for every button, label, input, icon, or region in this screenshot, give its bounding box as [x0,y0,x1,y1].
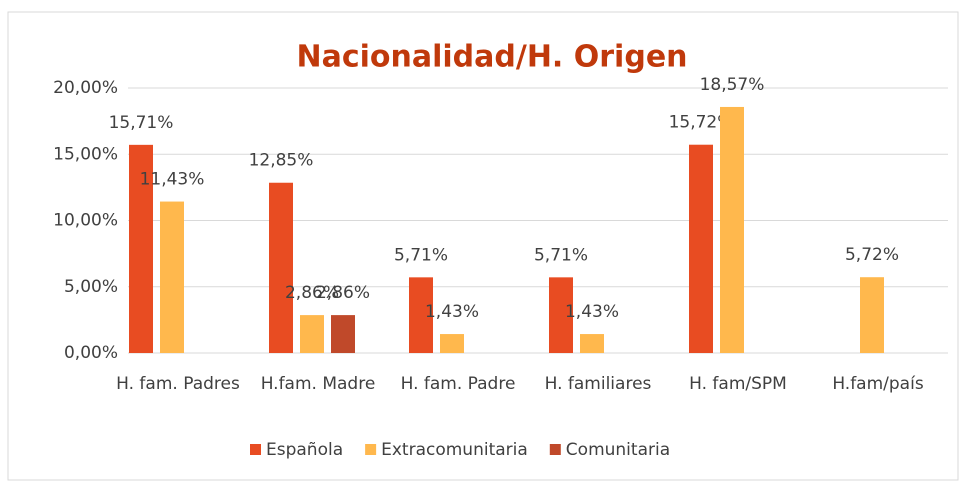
data-label: 2,86% [285,283,339,303]
x-tick-label: H. familiares [544,374,652,394]
legend-label: Extracomunitaria [381,440,528,460]
x-tick-label: H.fam/país [832,374,924,394]
legend-swatch [250,444,261,455]
bar [160,201,184,353]
legend-swatch [365,444,377,455]
x-tick-label: H. fam/SPM [689,374,787,394]
data-label: 15,71% [109,113,174,133]
data-label: 5,71% [534,245,588,265]
bar [269,182,293,353]
chart-title: Nacionalidad/H. Origen [296,40,687,75]
chart-border [7,11,959,481]
data-label: 12,85% [249,151,314,171]
bar [580,334,604,353]
bar [409,277,433,353]
data-label: 11,43% [140,170,205,190]
bar [129,144,153,353]
bar [440,334,464,353]
data-label: 15,72% [669,113,734,133]
y-tick-label: 0,00% [64,343,118,363]
data-label: 1,43% [565,302,619,322]
y-tick-label: 20,00% [53,78,118,98]
data-label: 18,57% [700,75,765,95]
y-tick-label: 5,00% [64,277,118,297]
bar [549,277,573,353]
y-tick-label: 15,00% [53,144,118,164]
data-label: 5,71% [394,245,448,265]
y-tick-label: 10,00% [53,211,118,231]
bar [331,315,355,353]
data-label: 5,72% [845,245,899,265]
x-tick-label: H. fam. Padres [116,374,240,394]
x-tick-label: H. fam. Padre [400,374,516,394]
data-label: 1,43% [425,302,479,322]
legend-label: Española [266,440,343,460]
data-label: 2,86% [316,283,370,303]
bar [689,144,713,353]
legend-label: Comunitaria [566,440,670,460]
bar [720,106,744,353]
x-tick-label: H.fam. Madre [260,374,376,394]
bar [860,277,884,353]
legend-swatch [549,444,561,455]
bar [300,315,324,353]
